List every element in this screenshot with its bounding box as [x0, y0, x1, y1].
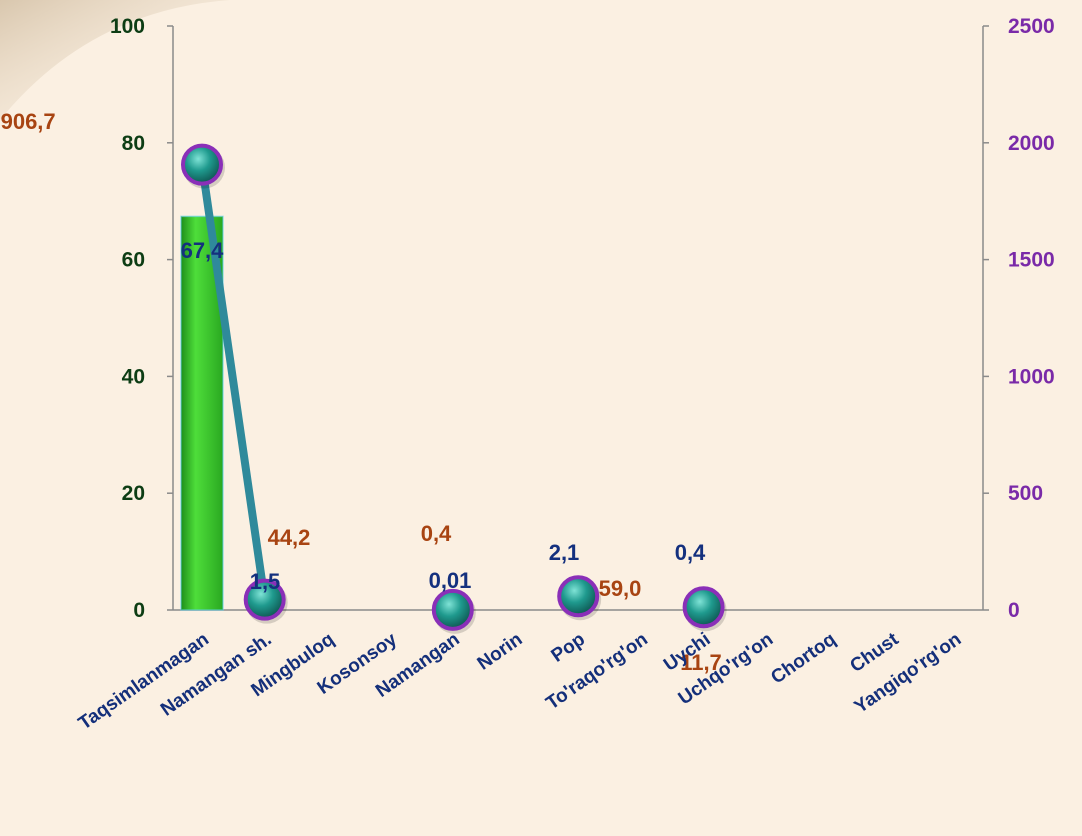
right-tick-label: 2500: [1008, 15, 1055, 38]
right-tick-label: 2000: [1008, 132, 1055, 155]
data-label: 0,01: [429, 568, 472, 593]
left-tick-label: 0: [133, 599, 145, 622]
left-tick-label: 20: [122, 482, 145, 505]
data-label: 2,1: [549, 540, 580, 565]
line-marker: [557, 575, 600, 618]
data-label: 1,5: [250, 569, 281, 594]
data-label: 44,2: [268, 525, 311, 550]
right-tick-label: 0: [1008, 599, 1020, 622]
line-marker: [431, 588, 474, 631]
right-tick-label: 500: [1008, 482, 1043, 505]
line-marker: [243, 578, 286, 621]
series-line: [198, 160, 269, 604]
line-marker: [682, 586, 725, 629]
data-label: 59,0: [599, 576, 642, 601]
data-label: 0,4: [421, 521, 452, 546]
line-marker: [181, 143, 223, 186]
data-label: 1906,7: [0, 109, 56, 134]
decorative-corner-shape: [0, 0, 230, 120]
data-label: 11,7: [680, 650, 722, 675]
left-tick-label: 80: [122, 132, 145, 155]
data-label: 0,4: [675, 540, 706, 565]
right-tick-label: 1500: [1008, 249, 1055, 272]
left-tick-label: 60: [122, 249, 145, 272]
data-label: 67,4: [181, 238, 225, 263]
right-tick-label: 1000: [1008, 365, 1055, 388]
left-tick-label: 100: [110, 15, 145, 38]
left-tick-label: 40: [122, 365, 145, 388]
